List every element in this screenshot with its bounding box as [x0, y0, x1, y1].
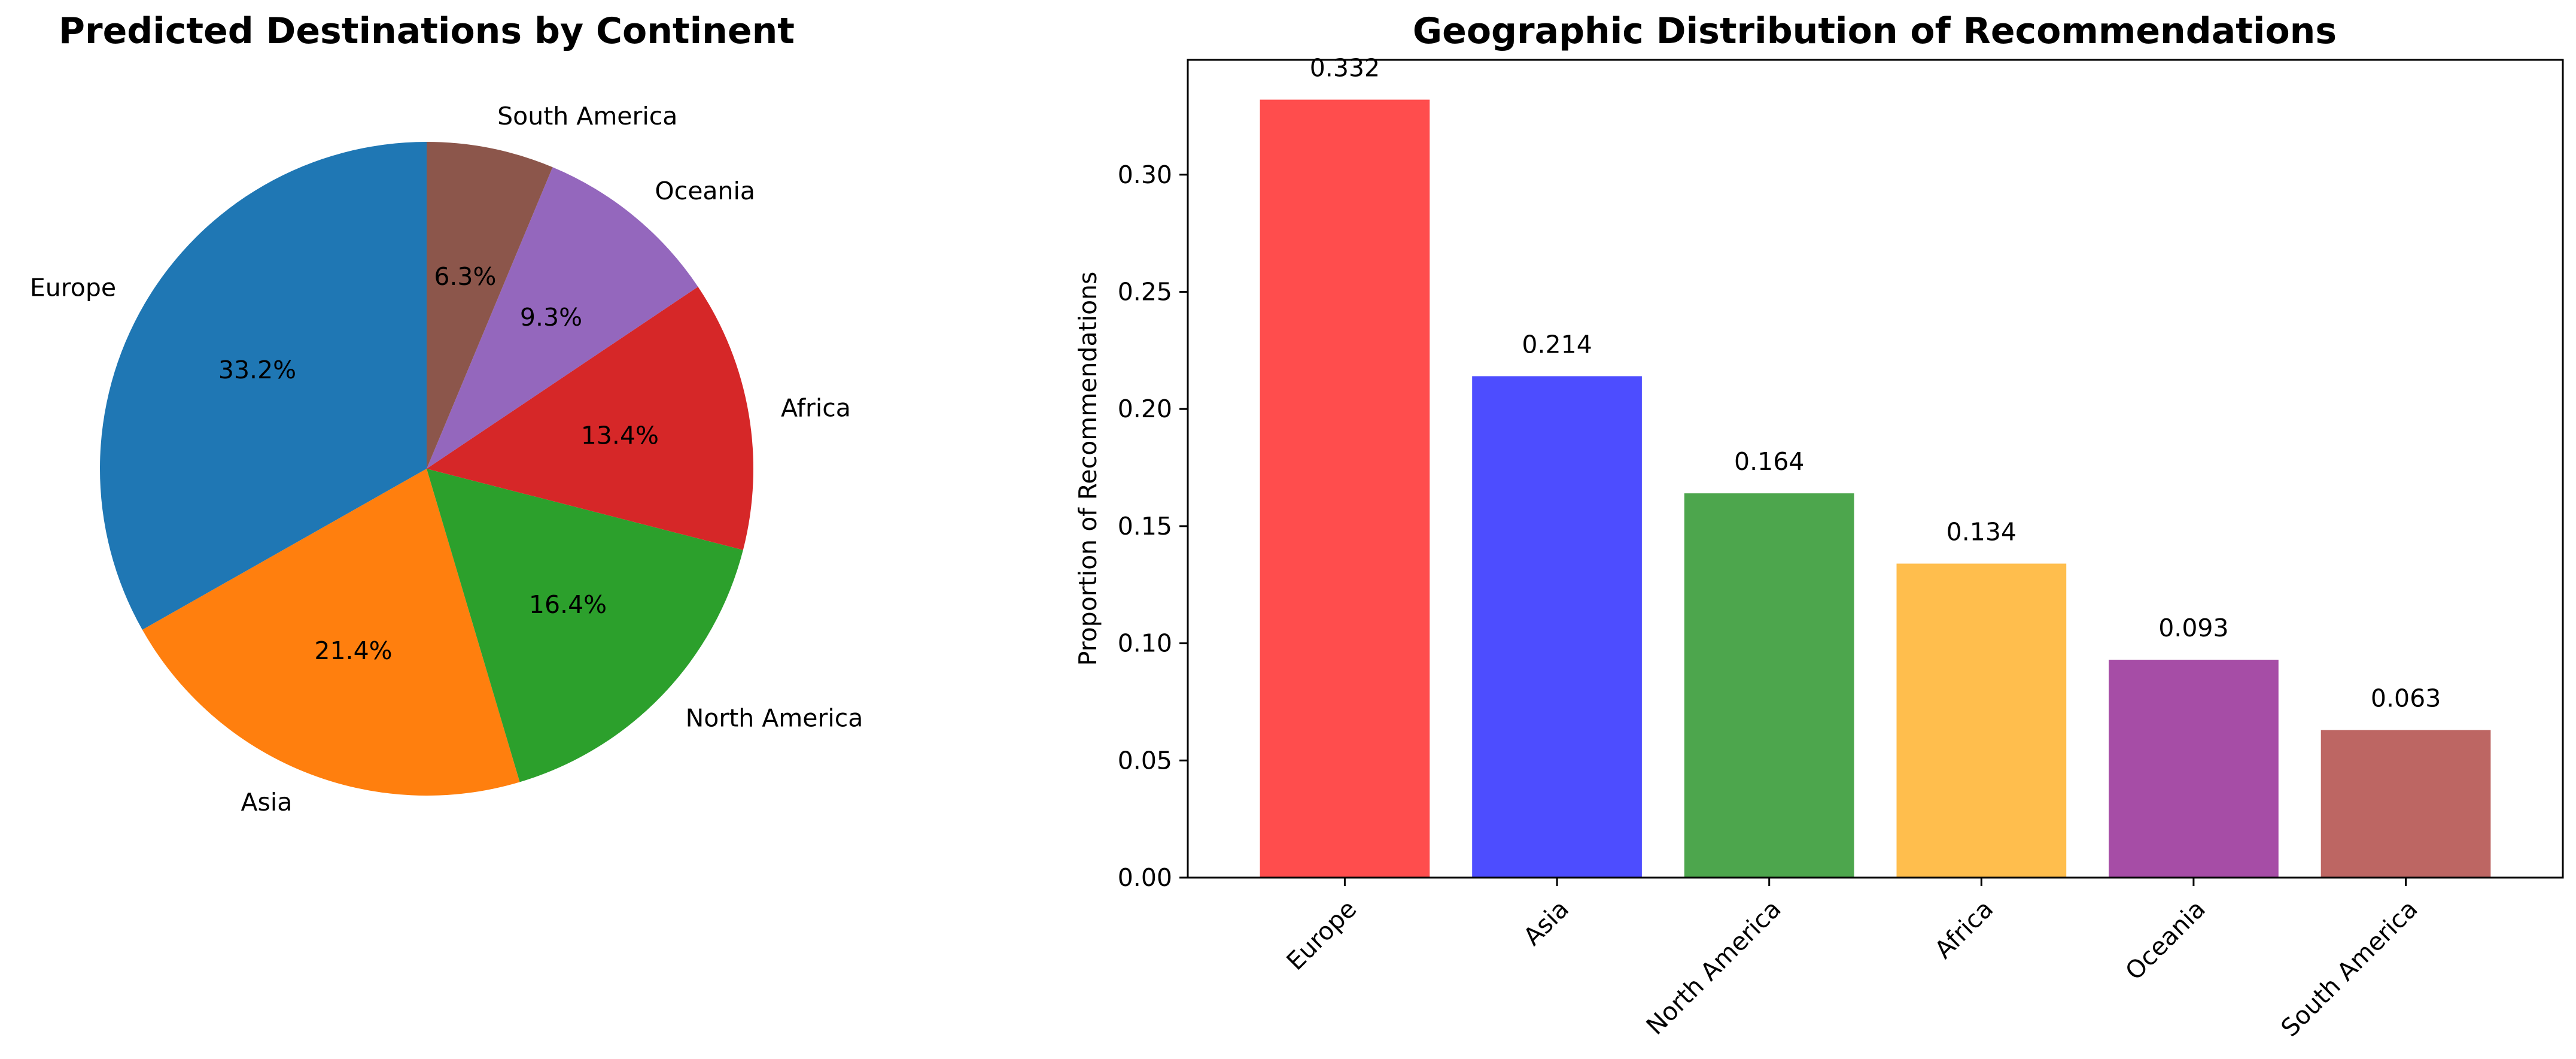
bar-rects — [1260, 99, 2491, 878]
x-axis: Europe Asia North America Africa Oceania Sout… — [1281, 878, 2423, 1042]
bar-south-america — [2320, 730, 2491, 878]
pie-percent-label: 16.4% — [529, 590, 607, 619]
bar-plot-frame — [1187, 59, 2564, 879]
pie-slice-oceania — [427, 167, 698, 469]
x-tick-label: South America — [2276, 894, 2423, 1042]
pie-percent-label: 21.4% — [314, 636, 392, 665]
pie-slice-north-america — [427, 469, 743, 782]
y-tick-label: 0.00 — [1118, 863, 1172, 892]
bar-oceania — [2109, 660, 2279, 878]
bar-asia — [1472, 376, 1642, 878]
pie-category-label: North America — [686, 704, 863, 733]
pie-category-label: Oceania — [655, 177, 755, 205]
x-tick-label: Asia — [1517, 894, 1574, 951]
bar-value-labels: 0.332 0.214 0.164 0.134 0.093 0.063 — [1310, 53, 2441, 712]
x-tick-label: Europe — [1281, 894, 1362, 976]
x-tick-label: Africa — [1929, 894, 1999, 964]
pie-slice-europe — [99, 142, 427, 630]
pie-percent-label: 13.4% — [581, 421, 659, 450]
bar-north-america — [1684, 493, 1854, 878]
pie-slices — [99, 142, 754, 796]
bar-value-label: 0.063 — [2371, 684, 2441, 712]
pie-labels: Europe 33.2% Asia 21.4% North America 16.4% Af… — [30, 102, 863, 817]
pie-category-label: South America — [497, 102, 677, 131]
pie-category-label: Asia — [241, 788, 292, 817]
y-axis-label: Proportion of Recommendations — [1073, 272, 1102, 666]
y-tick-label: 0.10 — [1118, 629, 1172, 658]
bar-value-label: 0.134 — [1947, 517, 2017, 546]
y-tick-label: 0.05 — [1118, 746, 1172, 775]
bar-value-label: 0.214 — [1522, 330, 1592, 359]
pie-slice-south-america — [427, 142, 553, 469]
y-tick-label: 0.15 — [1118, 512, 1172, 541]
y-tick-label: 0.25 — [1118, 278, 1172, 307]
pie-percent-label: 33.2% — [218, 356, 296, 384]
bar-chart-title: Geographic Distribution of Recommendatio… — [1413, 10, 2337, 52]
y-axis: 0.00 0.05 0.10 0.15 0.20 0.25 0.30 — [1118, 160, 1188, 892]
pie-slice-asia — [142, 469, 520, 796]
bar-value-label: 0.164 — [1734, 447, 1804, 476]
bar-chart: Geographic Distribution of Recommendatio… — [1073, 10, 2564, 1042]
bar-value-label: 0.093 — [2158, 614, 2228, 642]
pie-category-label: Africa — [781, 394, 851, 423]
pie-chart: Predicted Destinations by Continent Euro… — [30, 10, 863, 817]
pie-percent-label: 9.3% — [520, 303, 582, 332]
pie-percent-label: 6.3% — [434, 262, 496, 291]
pie-chart-title: Predicted Destinations by Continent — [59, 10, 795, 52]
bar-europe — [1260, 99, 1430, 878]
pie-category-label: Europe — [30, 274, 116, 302]
y-tick-label: 0.30 — [1118, 160, 1172, 189]
y-tick-label: 0.20 — [1118, 395, 1172, 423]
bar-africa — [1896, 563, 2067, 878]
x-tick-label: Oceania — [2119, 894, 2211, 986]
x-tick-label: North America — [1641, 894, 1787, 1040]
pie-slice-africa — [427, 286, 754, 550]
bar-value-label: 0.332 — [1310, 53, 1380, 82]
